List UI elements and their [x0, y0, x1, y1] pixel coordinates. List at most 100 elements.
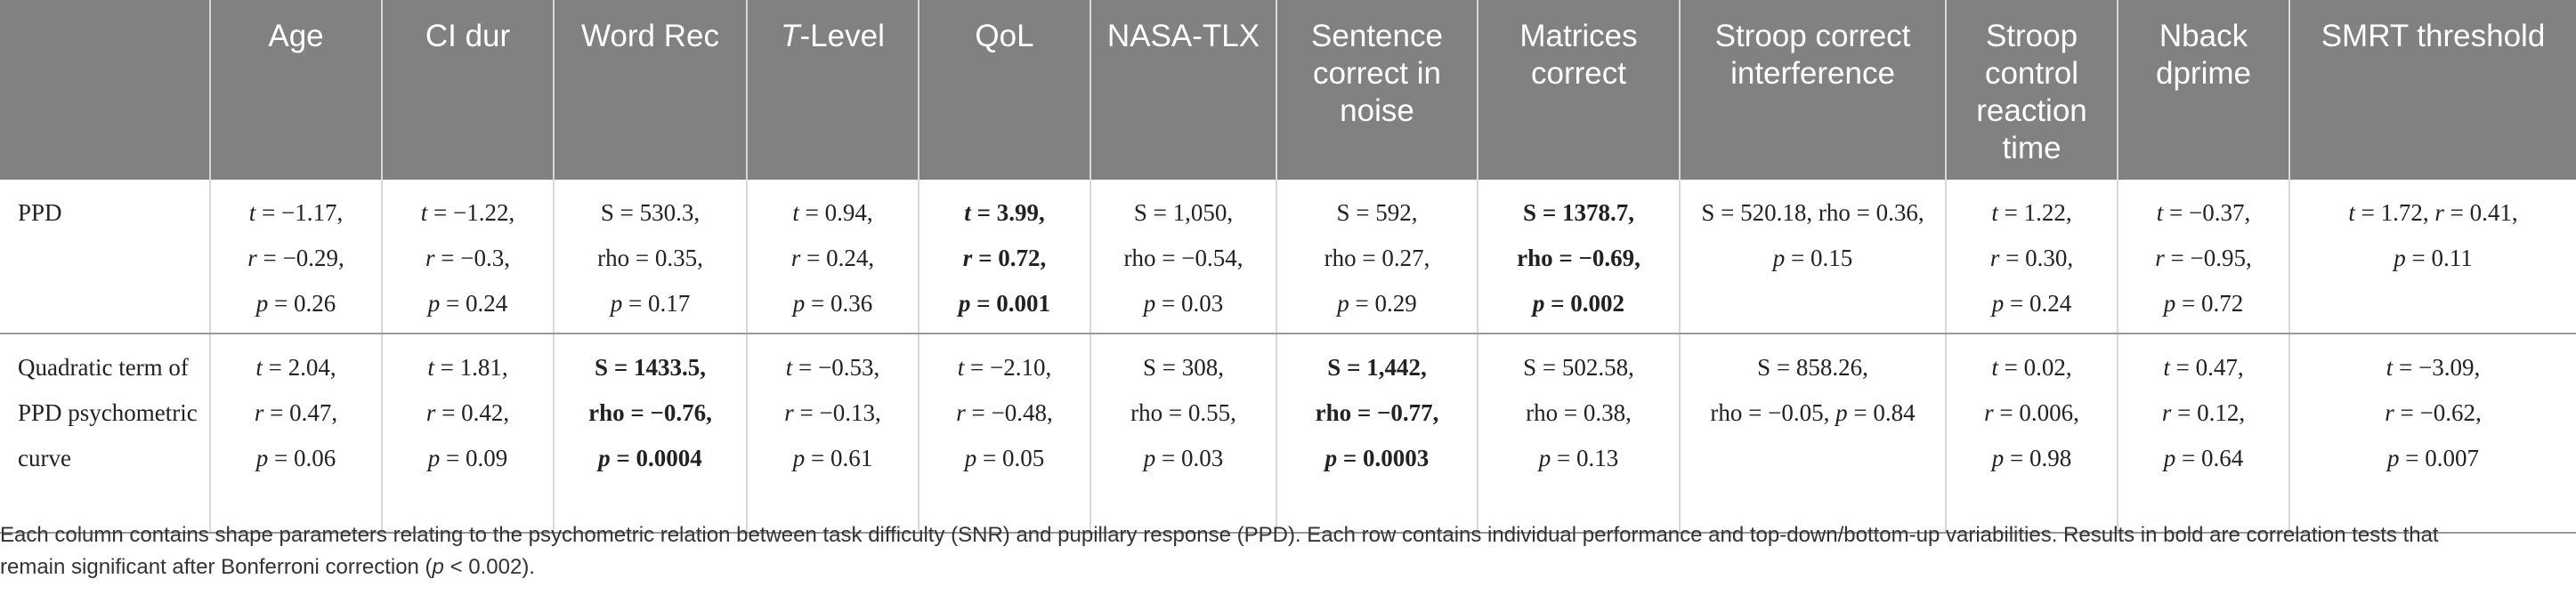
column-header: Matrices correct	[1477, 0, 1680, 180]
table-cell: S = 858.26, rho = −0.05, p = 0.84	[1679, 334, 1946, 534]
cell-line: p = 0.61	[792, 445, 873, 471]
cell-line: r = −0.3,	[425, 245, 510, 271]
cell-line: t = −3.09,	[2386, 354, 2481, 381]
column-header: Stroop control reaction time	[1945, 0, 2118, 180]
cell-line: t = −0.37,	[2156, 199, 2251, 226]
cell-line: p = 0.05	[964, 445, 1045, 471]
column-header: Nback dprime	[2117, 0, 2289, 180]
table-cell: t = −1.22, r = −0.3, p = 0.24	[381, 180, 554, 334]
table-cell: t = −2.10, r = −0.48, p = 0.05	[918, 334, 1090, 534]
cell-line: S = 502.58,	[1523, 354, 1634, 381]
table-cell: t = 0.94, r = 0.24, p = 0.36	[746, 180, 919, 334]
table-cell: S = 530.3, rho = 0.35, p = 0.17	[553, 180, 747, 334]
cell-line: p = 0.0004	[598, 445, 702, 471]
table-cell: t = −0.37, r = −0.95, p = 0.72	[2117, 180, 2289, 334]
cell-line: r = −0.13,	[784, 399, 881, 426]
column-header: SMRT threshold	[2288, 0, 2576, 180]
cell-line: p = 0.64	[2163, 445, 2244, 471]
table-cell: S = 1378.7, rho = −0.69, p = 0.002	[1477, 180, 1680, 334]
cell-line: S = 592,	[1336, 199, 1418, 226]
cell-line: p = 0.13	[1538, 445, 1619, 471]
table-cell: t = 3.99, r = 0.72, p = 0.001	[918, 180, 1090, 334]
table-cell: S = 502.58, rho = 0.38, p = 0.13	[1477, 334, 1680, 534]
table-cell: S = 592, rho = 0.27, p = 0.29	[1276, 180, 1478, 334]
cell-line: p = 0.11	[2394, 245, 2473, 271]
cell-line: r = −0.62,	[2385, 399, 2482, 426]
cell-line: t = 0.47,	[2163, 354, 2244, 381]
cell-line: r = 0.006,	[1984, 399, 2079, 426]
cell-line: rho = −0.77,	[1315, 399, 1439, 426]
cell-line: rho = −0.05, p = 0.84	[1710, 399, 1916, 426]
cell-line: r = 0.72,	[962, 245, 1047, 271]
cell-line: r = 0.42,	[425, 399, 510, 426]
cell-line: p = 0.72	[2163, 290, 2244, 317]
row-label: PPD	[0, 180, 210, 334]
cell-line: r = 0.47,	[254, 399, 338, 426]
cell-line: r = −0.48,	[956, 399, 1053, 426]
cell-line: p = 0.24	[1991, 290, 2072, 317]
cell-line: S = 1,442,	[1327, 354, 1427, 381]
table-header-row: Age CI dur Word Rec T-Level QoL NASA-TLX Sente…	[0, 0, 2576, 180]
cell-line: p = 0.03	[1143, 445, 1224, 471]
column-header: Sentence correct in noise	[1276, 0, 1478, 180]
table-cell: S = 1433.5, rho = −0.76, p = 0.0004	[553, 334, 747, 534]
cell-line: p = 0.09	[427, 445, 508, 471]
cell-line: t = 1.22,	[1991, 199, 2072, 226]
cell-line: t = 1.81,	[427, 354, 508, 381]
cell-line: p = 0.15	[1772, 245, 1853, 271]
cell-line: S = 858.26,	[1757, 354, 1868, 381]
cell-line: r = 0.12,	[2161, 399, 2246, 426]
cell-line: r = 0.24,	[790, 245, 875, 271]
table-cell: S = 520.18, rho = 0.36, p = 0.15	[1679, 180, 1946, 334]
cell-line: t = −2.10,	[957, 354, 1052, 381]
table-cell: t = −0.53, r = −0.13, p = 0.61	[746, 334, 919, 534]
table-cell: t = 1.81, r = 0.42, p = 0.09	[381, 334, 554, 534]
cell-line: p = 0.24	[427, 290, 508, 317]
cell-line: S = 1378.7,	[1523, 199, 1634, 226]
cell-line: p = 0.03	[1143, 290, 1224, 317]
table-row: Quadratic term of PPD psychometric curve…	[0, 334, 2576, 534]
cell-line: S = 530.3,	[600, 199, 701, 226]
cell-line: p = 0.0003	[1324, 445, 1430, 471]
cell-line: rho = 0.55,	[1130, 399, 1236, 426]
column-header: Stroop correct interference	[1679, 0, 1946, 180]
cell-line: p = 0.007	[2387, 445, 2479, 471]
cell-line: p = 0.002	[1532, 290, 1625, 317]
table-footnote: Each column contains shape parameters re…	[0, 519, 2555, 583]
cell-line: p = 0.06	[255, 445, 336, 471]
table-cell: S = 1,050, rho = −0.54, p = 0.03	[1090, 180, 1276, 334]
table-cell: t = −1.17, r = −0.29, p = 0.26	[209, 180, 382, 334]
cell-line: r = 0.30,	[1989, 245, 2074, 271]
column-header: Age	[209, 0, 382, 180]
table-body: PPD t = −1.17, r = −0.29, p = 0.26 t = −1.22…	[0, 180, 2576, 534]
cell-line: p = 0.29	[1337, 290, 1417, 317]
cell-line: t = 1.72, r = 0.41,	[2348, 199, 2518, 226]
cell-line: rho = −0.76,	[588, 399, 712, 426]
cell-line: p = 0.26	[255, 290, 336, 317]
column-header: CI dur	[381, 0, 554, 180]
column-header: T-Level	[746, 0, 919, 180]
cell-line: p = 0.001	[958, 290, 1051, 317]
footnote-line-2: remain significant after Bonferroni corr…	[0, 555, 535, 579]
cell-line: rho = 0.35,	[597, 245, 703, 271]
cell-line: p = 0.98	[1991, 445, 2072, 471]
footnote-line-1: Each column contains shape parameters re…	[0, 523, 2439, 547]
table-row: PPD t = −1.17, r = −0.29, p = 0.26 t = −1.22…	[0, 180, 2576, 334]
cell-line: S = 308,	[1143, 354, 1224, 381]
cell-line: rho = 0.27,	[1324, 245, 1430, 271]
cell-line: t = 3.99,	[964, 199, 1045, 226]
cell-line: S = 1433.5,	[595, 354, 706, 381]
table-cell: t = −3.09, r = −0.62, p = 0.007	[2288, 334, 2576, 534]
cell-line: rho = −0.54,	[1123, 245, 1243, 271]
column-header: NASA-TLX	[1090, 0, 1276, 180]
table-cell: S = 308, rho = 0.55, p = 0.03	[1090, 334, 1276, 534]
cell-line: r = −0.29,	[247, 245, 344, 271]
cell-line: p = 0.17	[610, 290, 691, 317]
cell-line: t = −1.22,	[420, 199, 515, 226]
cell-line: t = 0.02,	[1991, 354, 2072, 381]
cell-line: S = 1,050,	[1133, 199, 1234, 226]
cell-line: t = −1.17,	[248, 199, 344, 226]
row-label: Quadratic term of PPD psychometric curve	[0, 334, 210, 534]
cell-line: r = −0.95,	[2155, 245, 2252, 271]
results-table-container: Age CI dur Word Rec T-Level QoL NASA-TLX Sente…	[0, 0, 2576, 579]
